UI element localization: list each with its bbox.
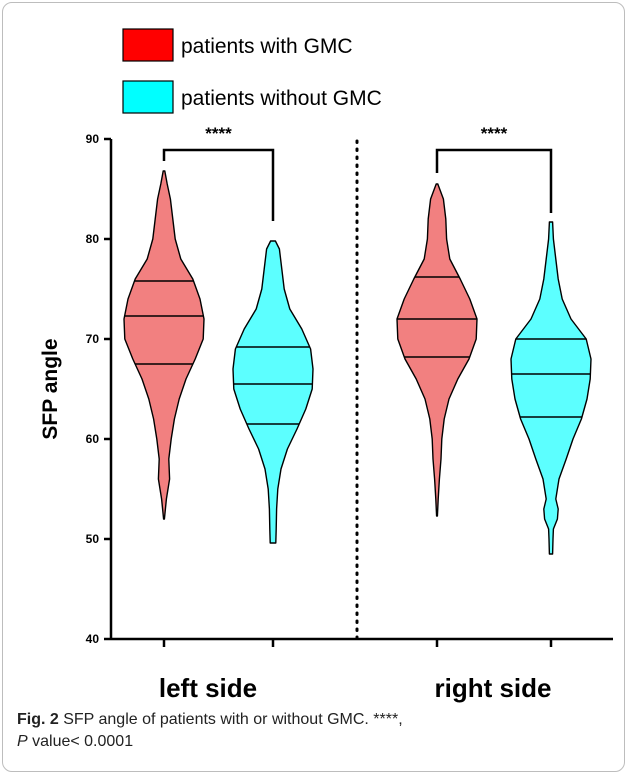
significance-label: ****: [481, 124, 508, 143]
legend-label: patients without GMC: [181, 87, 382, 110]
violin-chart: patients with GMC patients without GMC 40 5…: [39, 28, 613, 703]
violin-without-gmc: [232, 240, 314, 544]
y-tick-label: 70: [86, 332, 100, 346]
y-tick-label: 90: [86, 132, 100, 146]
figure-caption: Fig. 2 SFP angle of patients with or wit…: [17, 709, 612, 753]
significance-label: ****: [205, 124, 232, 143]
legend-swatch: [122, 28, 174, 62]
x-group-label: left side: [159, 673, 257, 703]
violin-with-gmc: [123, 170, 205, 520]
caption-text: SFP angle of patients with or without GM…: [58, 711, 403, 728]
y-tick-label: 50: [86, 532, 100, 546]
y-tick-label: 40: [86, 632, 100, 646]
y-axis-label: SFP angle: [39, 338, 62, 439]
significance-bracket: [162, 148, 275, 221]
y-tick-label: 60: [86, 432, 100, 446]
caption-p-letter: P: [17, 733, 28, 750]
violin-with-gmc: [396, 183, 478, 517]
x-group-label: right side: [434, 673, 551, 703]
caption-p-text: value< 0.0001: [27, 733, 134, 750]
legend-label: patients with GMC: [181, 35, 353, 58]
significance-bracket: [435, 148, 553, 213]
violin-without-gmc: [510, 221, 592, 555]
caption-label: Fig. 2: [17, 711, 59, 728]
y-tick-label: 80: [86, 232, 100, 246]
legend-swatch: [122, 80, 174, 114]
